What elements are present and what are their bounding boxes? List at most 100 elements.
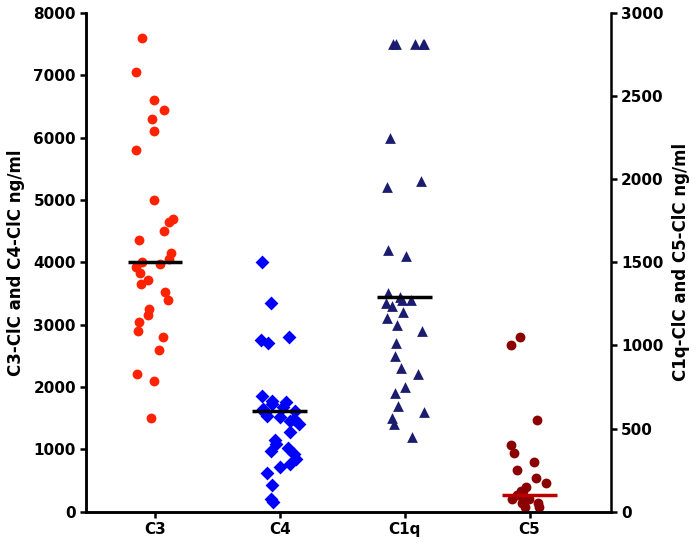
Point [515, 486, 526, 495]
Point [395, 364, 406, 373]
Point [401, 252, 412, 261]
Point [142, 275, 153, 284]
Point [382, 245, 393, 254]
Point [270, 440, 282, 449]
Point [134, 317, 145, 326]
Point [162, 295, 174, 304]
Point [274, 412, 285, 421]
Point [266, 481, 277, 490]
Point [406, 295, 417, 304]
Point [160, 288, 171, 296]
Point [284, 459, 296, 468]
Point [415, 177, 427, 186]
Point [293, 420, 304, 429]
Point [520, 503, 531, 512]
Point [259, 409, 270, 417]
Point [418, 407, 429, 416]
Point [265, 447, 276, 455]
Point [381, 299, 392, 307]
Point [385, 133, 396, 142]
Point [277, 403, 289, 411]
Point [261, 468, 272, 477]
Point [407, 432, 418, 441]
Point [507, 495, 518, 504]
Point [283, 333, 294, 342]
Point [137, 34, 148, 42]
Point [506, 441, 517, 449]
Point [261, 411, 273, 420]
Point [528, 458, 539, 466]
Point [263, 339, 274, 348]
Point [516, 499, 528, 508]
Point [275, 463, 286, 472]
Point [397, 308, 408, 317]
Point [399, 382, 411, 391]
Point [148, 96, 159, 104]
Point [130, 68, 141, 77]
Point [158, 333, 169, 342]
Point [266, 299, 277, 307]
Point [281, 398, 292, 406]
Point [521, 483, 532, 491]
Point [133, 326, 144, 335]
Point [419, 40, 430, 48]
Point [383, 289, 394, 298]
Point [130, 146, 141, 154]
Point [412, 370, 423, 379]
Point [390, 40, 401, 48]
Point [256, 392, 268, 401]
Point [255, 336, 266, 344]
Point [514, 333, 525, 342]
Point [417, 326, 428, 335]
Point [155, 259, 166, 268]
Point [532, 499, 543, 508]
Point [164, 255, 175, 263]
Point [392, 401, 404, 410]
Point [256, 258, 268, 267]
Point [289, 415, 300, 423]
Point [158, 105, 169, 114]
Point [266, 397, 277, 405]
Point [257, 405, 268, 414]
Point [397, 295, 408, 304]
Point [143, 305, 154, 313]
Point [148, 376, 160, 385]
Point [291, 455, 302, 463]
Point [163, 218, 174, 226]
Point [512, 491, 523, 499]
Point [506, 341, 517, 350]
Point [516, 491, 528, 499]
Point [390, 351, 401, 360]
Point [387, 414, 398, 423]
Point [266, 494, 277, 503]
Point [136, 280, 147, 288]
Y-axis label: C1q-ClC and C5-ClC ng/ml: C1q-ClC and C5-ClC ng/ml [672, 143, 690, 381]
Point [530, 474, 542, 483]
Point [142, 311, 153, 320]
Point [132, 370, 143, 379]
Point [382, 314, 393, 323]
Point [388, 40, 399, 48]
Y-axis label: C3-ClC and C4-ClC ng/ml: C3-ClC and C4-ClC ng/ml [7, 149, 25, 375]
Point [531, 416, 542, 424]
Point [284, 417, 296, 425]
Point [146, 115, 158, 123]
Point [289, 450, 300, 459]
Point [391, 320, 402, 329]
Point [517, 486, 528, 495]
Point [266, 400, 277, 409]
Point [165, 249, 176, 257]
Point [387, 301, 398, 310]
Point [390, 339, 401, 348]
Point [289, 406, 300, 415]
Point [512, 466, 523, 474]
Point [136, 258, 147, 267]
Point [159, 227, 170, 236]
Point [134, 236, 145, 245]
Point [134, 269, 145, 277]
Point [389, 420, 400, 429]
Point [382, 183, 393, 192]
Point [395, 292, 406, 301]
Point [268, 497, 279, 506]
Point [270, 436, 281, 444]
